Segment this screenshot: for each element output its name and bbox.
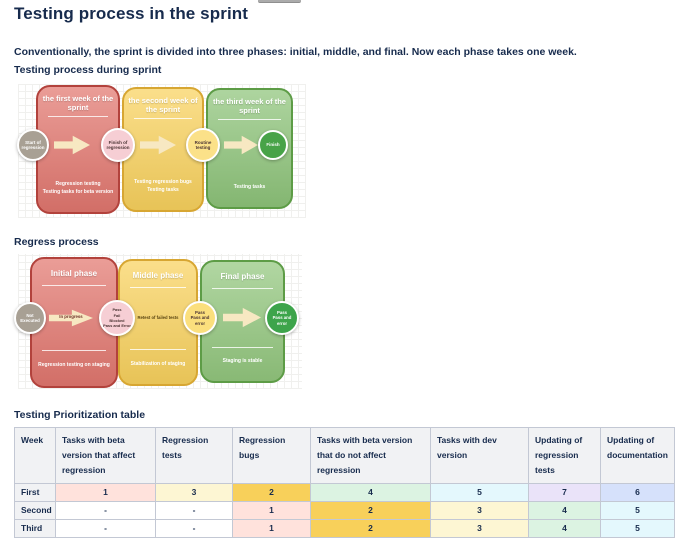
header-tasks-dev: Tasks with dev version bbox=[430, 427, 529, 484]
value-cell: - bbox=[155, 518, 233, 538]
header-updating-regression-tests: Updating of regression tests bbox=[528, 427, 601, 484]
phase-title: the first week of the sprint bbox=[42, 94, 114, 113]
value-cell: 7 bbox=[528, 482, 601, 502]
header-updating-documentation: Updating of documentation bbox=[600, 427, 675, 484]
node-pass-and-error-final: Pass Pass and error bbox=[265, 301, 299, 335]
value-cell: 2 bbox=[232, 482, 311, 502]
value-cell: 6 bbox=[600, 482, 675, 502]
value-cell: 1 bbox=[55, 482, 156, 502]
value-cell: - bbox=[55, 518, 156, 538]
week-cell: Second bbox=[14, 500, 56, 520]
value-cell: 1 bbox=[232, 500, 311, 520]
value-cell: 4 bbox=[310, 482, 431, 502]
header-regression-tests: Regression tests bbox=[155, 427, 233, 484]
divider bbox=[212, 288, 273, 289]
phase-title: Initial phase bbox=[50, 269, 98, 278]
value-cell: 1 bbox=[232, 518, 311, 538]
phase-caption: Staging is stable bbox=[222, 357, 263, 364]
value-cell: 5 bbox=[600, 518, 675, 538]
table-row-third: Third - - 1 2 3 4 5 bbox=[14, 518, 675, 538]
value-cell: 2 bbox=[310, 518, 431, 538]
value-cell: 3 bbox=[430, 500, 529, 520]
header-tasks-beta-no-affect: Tasks with beta version that do not affe… bbox=[310, 427, 431, 484]
header-tasks-beta-affect: Tasks with beta version that affect regr… bbox=[55, 427, 156, 484]
week-cell: First bbox=[14, 482, 56, 502]
value-cell: 4 bbox=[528, 500, 601, 520]
phase-caption: Testing tasks bbox=[233, 183, 266, 190]
phase-caption: Regression testing Testing tasks for bet… bbox=[42, 181, 114, 195]
node-pass-fail-blocked: Pass Fail Blocked Pass and Error bbox=[99, 300, 135, 336]
node-start-of-regression: Start of regression bbox=[17, 129, 49, 161]
divider bbox=[212, 347, 273, 348]
week-cell: Third bbox=[14, 518, 56, 538]
phase-title: the third week of the sprint bbox=[213, 97, 286, 116]
phase-caption: Testing regression bugs Testing tasks bbox=[134, 179, 192, 193]
divider bbox=[130, 349, 186, 350]
table-row-first: First 1 3 2 4 5 7 6 bbox=[14, 482, 675, 502]
value-cell: 5 bbox=[430, 482, 529, 502]
phase-caption: Stabilization of staging bbox=[130, 360, 186, 367]
divider bbox=[42, 285, 106, 286]
divider bbox=[130, 287, 186, 288]
table-header-row: Week Tasks with beta version that affect… bbox=[14, 427, 675, 484]
retest-label: Retest of failed tests bbox=[137, 315, 179, 320]
phase-title: Final phase bbox=[220, 272, 265, 281]
node-finish: Finish bbox=[258, 130, 288, 160]
node-finish-of-regression: Finish of regression bbox=[101, 128, 135, 162]
value-cell: - bbox=[155, 500, 233, 520]
divider bbox=[42, 350, 106, 351]
testing-prioritization-table: Week Tasks with beta version that affect… bbox=[14, 427, 675, 538]
value-cell: 3 bbox=[155, 482, 233, 502]
page-title: Testing process in the sprint bbox=[14, 4, 249, 23]
node-routine-testing: Routine testing bbox=[186, 128, 220, 162]
value-cell: 5 bbox=[600, 500, 675, 520]
phase-title: the second week of the sprint bbox=[128, 96, 198, 115]
value-cell: 3 bbox=[430, 518, 529, 538]
header-week: Week bbox=[14, 427, 56, 484]
regress-diagram-image[interactable]: Initial phase Regression testing on stag… bbox=[14, 254, 302, 389]
heading-testing-process-during-sprint: Testing process during sprint bbox=[14, 64, 162, 76]
table-row-second: Second - - 1 2 3 4 5 bbox=[14, 500, 675, 520]
divider bbox=[218, 118, 281, 120]
value-cell: 4 bbox=[528, 518, 601, 538]
divider bbox=[48, 115, 108, 117]
sprint-diagram-image[interactable]: the first week of the sprint Regression … bbox=[17, 84, 306, 218]
in-progress-label: In progress bbox=[59, 314, 83, 319]
value-cell: - bbox=[55, 500, 156, 520]
node-pass-and-error-middle: Pass Pass and error bbox=[183, 301, 217, 335]
phase-title: Middle phase bbox=[132, 271, 184, 280]
heading-testing-prioritization-table: Testing Prioritization table bbox=[14, 409, 146, 421]
toolbar-button-fragment[interactable] bbox=[258, 0, 301, 3]
node-not-executed: Not Executed bbox=[14, 302, 46, 334]
heading-regress-process: Regress process bbox=[14, 236, 99, 248]
divider bbox=[134, 117, 192, 119]
phase-caption: Regression testing on staging bbox=[38, 361, 110, 368]
intro-paragraph: Conventionally, the sprint is divided in… bbox=[14, 46, 577, 58]
value-cell: 2 bbox=[310, 500, 431, 520]
header-regression-bugs: Regression bugs bbox=[232, 427, 311, 484]
